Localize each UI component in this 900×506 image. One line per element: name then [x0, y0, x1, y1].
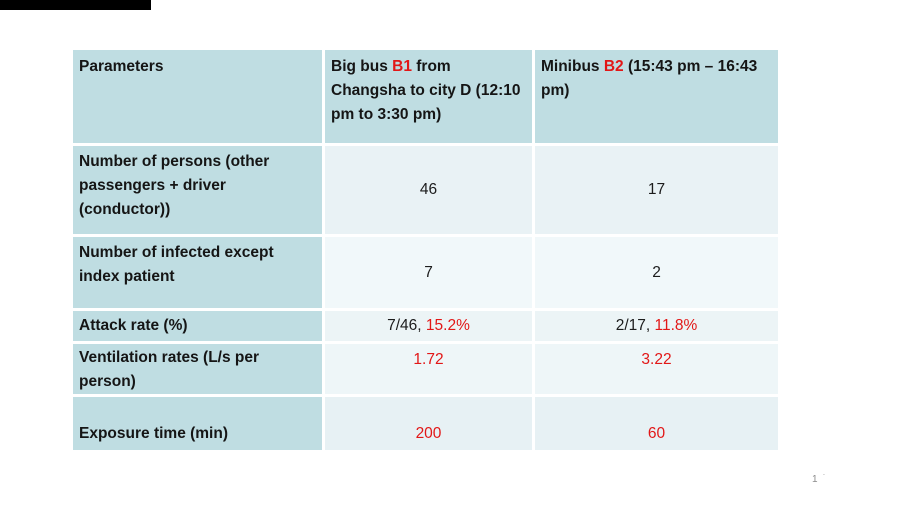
table-row-number-of-persons: Number of persons (other passengers + dr… [73, 146, 778, 234]
row-label-exposure-time: Exposure time (min) [73, 397, 322, 450]
cell-infected-b2: 2 [535, 237, 778, 308]
header-cell-minibus-b2: Minibus B2 (15:43 pm – 16:43 pm) [535, 50, 778, 143]
cell-attack-b1-percent: 15.2% [425, 317, 470, 334]
row-label-attack-rate: Attack rate (%) [73, 311, 322, 341]
header-b1-highlight: B1 [392, 58, 412, 75]
cell-persons-b2-value: 17 [647, 181, 666, 198]
row-label-ventilation-rates: Ventilation rates (L/s per person) [73, 344, 322, 394]
cell-exposure-b1: 200 [325, 397, 532, 450]
cell-infected-b1: 7 [325, 237, 532, 308]
page-number-value: 1 [812, 474, 818, 485]
cell-ventilation-b1-value: 1.72 [413, 351, 444, 368]
cell-attack-b2: 2/17, 11.8% [535, 311, 778, 341]
cell-ventilation-b2-value: 3.22 [641, 351, 672, 368]
header-b1-text-pre: Big bus [331, 58, 393, 75]
header-cell-big-bus-b1: Big bus B1 from Changsha to city D (12:1… [325, 50, 532, 143]
header-b1-text-post: from Changsha to city D (12:10 pm to 3:3… [331, 58, 521, 123]
cell-attack-b2-percent: 11.8% [654, 317, 698, 334]
table-row-number-infected: Number of infected except index patient … [73, 237, 778, 308]
cell-infected-b2-value: 2 [652, 263, 661, 281]
table-row-exposure-time: Exposure time (min) 200 60 [73, 397, 778, 450]
cell-persons-b1: 46 [325, 146, 532, 234]
table-header-row: Parameters Big bus B1 from Changsha to c… [73, 50, 778, 143]
page-number: 1 · [812, 469, 825, 486]
header-cell-parameters: Parameters [73, 50, 322, 143]
cell-exposure-b2: 60 [535, 397, 778, 450]
cell-exposure-b1-value: 200 [415, 425, 442, 442]
header-b2-text-post: (15:43 pm – 16:43 pm) [541, 58, 758, 99]
table-row-ventilation-rates: Ventilation rates (L/s per person) 1.72 … [73, 344, 778, 394]
cell-persons-b1-value: 46 [419, 181, 438, 198]
header-parameters-label: Parameters [79, 58, 164, 75]
cell-attack-b1: 7/46, 15.2% [325, 311, 532, 341]
row-label-number-of-persons: Number of persons (other passengers + dr… [73, 146, 322, 234]
header-b2-text-pre: Minibus [541, 58, 604, 75]
cell-ventilation-b1: 1.72 [325, 344, 532, 394]
top-left-black-bar [0, 0, 151, 10]
row-label-number-infected: Number of infected except index patient [73, 237, 322, 308]
cell-ventilation-b2: 3.22 [535, 344, 778, 394]
cell-persons-b2: 17 [535, 146, 778, 234]
comparison-table: Parameters Big bus B1 from Changsha to c… [70, 47, 781, 453]
table-row-attack-rate: Attack rate (%) 7/46, 15.2% 2/17, 11.8% [73, 311, 778, 341]
cell-attack-b2-fraction: 2/17, [615, 317, 655, 334]
stray-mark: · [822, 470, 826, 479]
cell-attack-b1-fraction: 7/46, [387, 317, 426, 334]
header-b2-highlight: B2 [603, 58, 624, 75]
cell-infected-b1-value: 7 [424, 263, 433, 281]
cell-exposure-b2-value: 60 [647, 425, 666, 442]
